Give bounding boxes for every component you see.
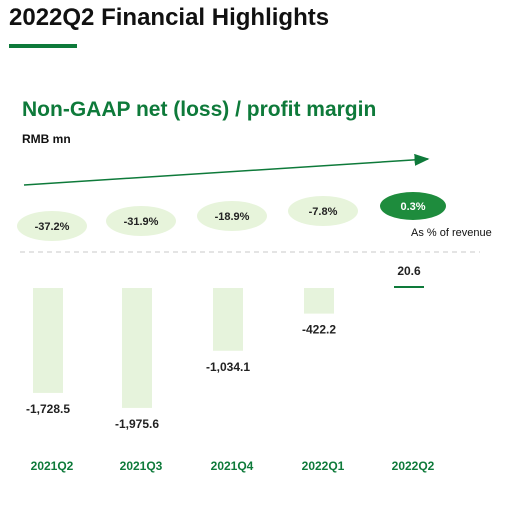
bar-2021Q3 <box>122 288 152 408</box>
margin-bubble-2021Q2 <box>17 211 87 241</box>
data-label-2021Q2: -1,728.5 <box>26 402 70 416</box>
title-underline <box>9 44 77 48</box>
chart-subtitle: Non-GAAP net (loss) / profit margin <box>22 98 377 121</box>
margin-bubble-2021Q4 <box>197 201 267 231</box>
x-tick-label-2021Q3: 2021Q3 <box>120 459 163 473</box>
trend-arrow <box>23 153 430 186</box>
x-tick-labels-group: 2021Q2 2021Q3 2021Q4 2022Q1 2022Q2 <box>31 459 435 473</box>
data-label-2022Q2: 20.6 <box>397 264 421 278</box>
margin-label-2022Q1: -7.8% <box>309 206 338 218</box>
margin-bubbles-group: -37.2% -31.9% -18.9% -7.8% 0.3% <box>17 192 446 241</box>
bar-2021Q4 <box>213 288 243 351</box>
bars-group <box>33 286 424 408</box>
x-tick-label-2021Q4: 2021Q4 <box>211 459 254 473</box>
bar-2022Q1 <box>304 288 334 314</box>
margin-label-2021Q3: -31.9% <box>124 216 159 228</box>
data-label-2021Q4: -1,034.1 <box>206 360 250 374</box>
x-tick-label-2022Q1: 2022Q1 <box>302 459 345 473</box>
margin-label-2021Q4: -18.9% <box>215 211 250 223</box>
data-label-2022Q1: -422.2 <box>302 323 336 337</box>
bar-2021Q2 <box>33 288 63 393</box>
margin-bubble-2022Q1 <box>288 196 358 226</box>
margin-bubble-2022Q2 <box>380 192 446 220</box>
margin-bubble-2021Q3 <box>106 206 176 236</box>
bar-2022Q2 <box>394 286 424 288</box>
unit-label: RMB mn <box>22 132 71 146</box>
data-label-2021Q3: -1,975.6 <box>115 417 159 431</box>
value-labels-group: -1,728.5 -1,975.6 -1,034.1 -422.2 20.6 <box>26 264 421 431</box>
x-tick-label-2022Q2: 2022Q2 <box>392 459 435 473</box>
x-tick-label-2021Q2: 2021Q2 <box>31 459 74 473</box>
margin-label-2022Q2: 0.3% <box>400 201 425 213</box>
margin-note: As % of revenue <box>411 227 492 239</box>
margin-label-2021Q2: -37.2% <box>35 221 70 233</box>
page-title: 2022Q2 Financial Highlights <box>9 4 330 31</box>
